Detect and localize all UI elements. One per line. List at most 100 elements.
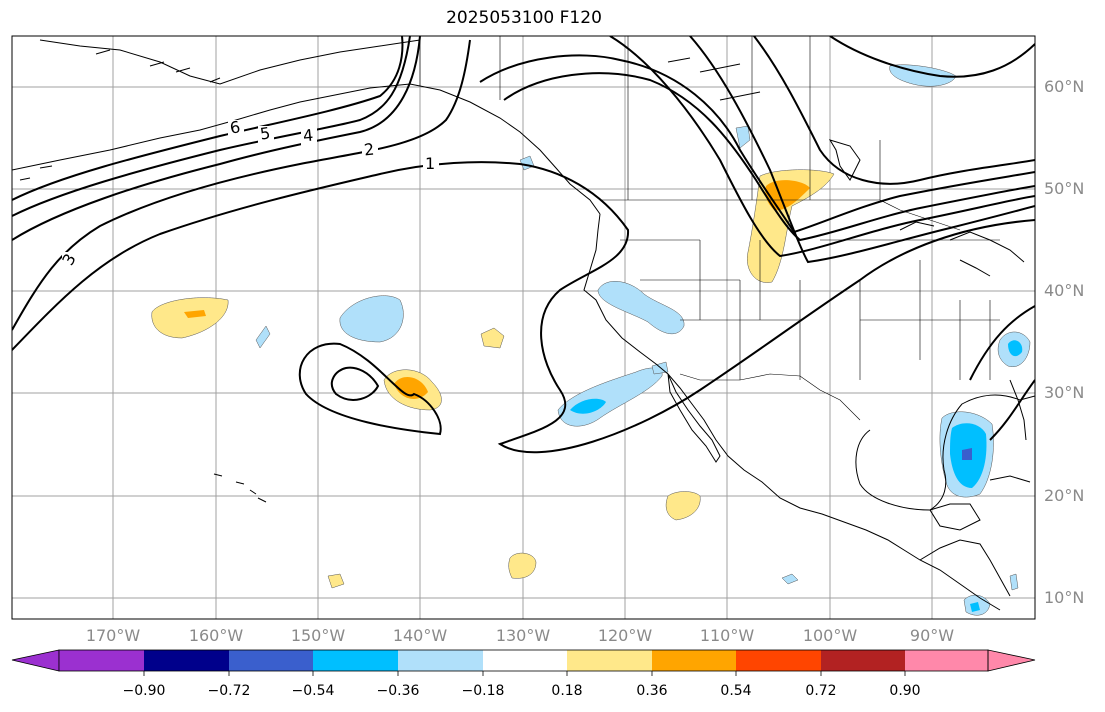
florida	[1009, 379, 1027, 441]
lon-label-140w: 140°W	[392, 626, 448, 645]
contour-line	[479, 54, 1035, 234]
us-mexico-border	[679, 373, 861, 421]
contour-label: 4	[302, 125, 315, 146]
negative-anomaly-core	[570, 398, 606, 414]
colorbar-frame	[58, 649, 989, 672]
hudson-bay	[828, 139, 861, 181]
map-frame	[11, 35, 1036, 620]
colorbar-segment	[652, 650, 736, 671]
negative-anomaly-patch	[1009, 573, 1019, 591]
colorbar-ticks	[143, 671, 906, 676]
aleutian-islands	[19, 49, 221, 181]
anomaly-fills	[151, 64, 1031, 616]
positive-anomaly-core	[394, 377, 428, 399]
negative-anomaly-core	[1008, 340, 1023, 357]
lon-label-120w: 120°W	[597, 626, 653, 645]
positive-anomaly-patch	[508, 552, 537, 579]
lon-label-160w: 160°W	[188, 626, 244, 645]
colorbar-tick-label: 0.54	[720, 683, 752, 699]
colorbar-tick-label: 0.18	[551, 683, 583, 699]
colorbar-tick-label: −0.72	[207, 683, 251, 699]
canada-province-borders	[499, 36, 881, 200]
positive-anomaly-patch	[151, 297, 229, 339]
map-title: 2025053100 F120	[446, 8, 602, 28]
lon-label-170w: 170°W	[85, 626, 141, 645]
contour-line	[12, 36, 404, 201]
colorbar-segment	[144, 650, 229, 671]
positive-anomaly-patch	[480, 327, 505, 349]
colorbar-tick-label: −0.90	[122, 683, 166, 699]
colorbar-tick-label: 0.36	[636, 683, 668, 699]
colorbar-segment	[821, 650, 905, 671]
lat-label-50n: 50°N	[1044, 179, 1085, 198]
contour-label-backgrounds	[62, 120, 439, 270]
baja-california	[667, 373, 721, 463]
colorbar-min-extension	[11, 649, 60, 672]
positive-anomaly-core	[184, 310, 206, 318]
positive-anomaly-patch	[327, 573, 345, 589]
colorbar-segment	[567, 650, 652, 671]
contour-line	[609, 36, 1035, 258]
colorbar-segment	[313, 650, 398, 671]
contour-line	[689, 36, 1035, 264]
lat-label-10n: 10°N	[1044, 588, 1085, 607]
canada-islands	[667, 57, 761, 101]
colorbar-tick-label: −0.54	[291, 683, 335, 699]
contour-line	[12, 36, 421, 241]
colorbar-segment	[905, 650, 988, 671]
pacific-northwest-coast	[583, 213, 1001, 611]
central-america	[919, 539, 1011, 597]
colorbar-segment	[483, 650, 567, 671]
colorbar-segment	[59, 650, 144, 671]
lat-label-40n: 40°N	[1044, 281, 1085, 300]
us-canada-border	[600, 199, 961, 231]
negative-anomaly-patch	[597, 281, 685, 334]
gulf-of-mexico-coast	[855, 394, 1035, 511]
negative-anomaly-patch	[889, 64, 957, 87]
contour-line	[989, 379, 1035, 441]
contour-line	[503, 72, 1035, 242]
contour-line	[12, 39, 471, 331]
lon-label-100w: 100°W	[802, 626, 858, 645]
negative-anomaly-patch	[339, 295, 404, 343]
cuba	[989, 475, 1031, 483]
colorbar-segment	[229, 650, 313, 671]
negative-anomaly-patch	[781, 573, 799, 585]
colorbar	[11, 649, 1036, 676]
lon-label-90w: 90°W	[909, 626, 955, 645]
colorbar-segment	[398, 650, 483, 671]
lon-label-110w: 110°W	[699, 626, 755, 645]
negative-anomaly-patch	[735, 125, 751, 149]
contour-line	[12, 36, 411, 217]
alaska-north-coast	[39, 39, 421, 85]
contour-label: 2	[363, 139, 376, 160]
colorbar-tick-label: −0.18	[461, 683, 505, 699]
political-borders	[419, 36, 1000, 421]
positive-anomaly-patch	[665, 491, 701, 521]
negative-anomaly-patch	[255, 325, 271, 349]
contour-line	[829, 36, 1035, 78]
colorbar-segment	[736, 650, 821, 671]
colorbar-tick-label: −0.36	[376, 683, 420, 699]
lat-label-30n: 30°N	[1044, 383, 1085, 402]
yucatan	[929, 503, 981, 531]
lat-label-20n: 20°N	[1044, 486, 1085, 505]
colorbar-max-extension	[987, 649, 1036, 672]
lat-label-60n: 60°N	[1044, 77, 1085, 96]
lon-label-150w: 150°W	[290, 626, 346, 645]
negative-anomaly-core	[970, 602, 980, 612]
negative-anomaly-peak	[962, 448, 972, 460]
contour-line	[330, 366, 380, 401]
contour-line	[12, 161, 1035, 454]
state-borders	[620, 239, 1000, 380]
height-contours	[12, 36, 1035, 454]
contour-line	[969, 305, 1035, 381]
contour-line	[753, 36, 1035, 185]
lon-label-130w: 130°W	[495, 626, 551, 645]
hawaiian-islands	[213, 473, 267, 503]
colorbar-tick-label: 0.72	[805, 683, 837, 699]
colorbar-tick-label: 0.90	[889, 683, 921, 699]
lon-gridlines	[112, 36, 933, 619]
contour-label: 1	[425, 154, 436, 173]
